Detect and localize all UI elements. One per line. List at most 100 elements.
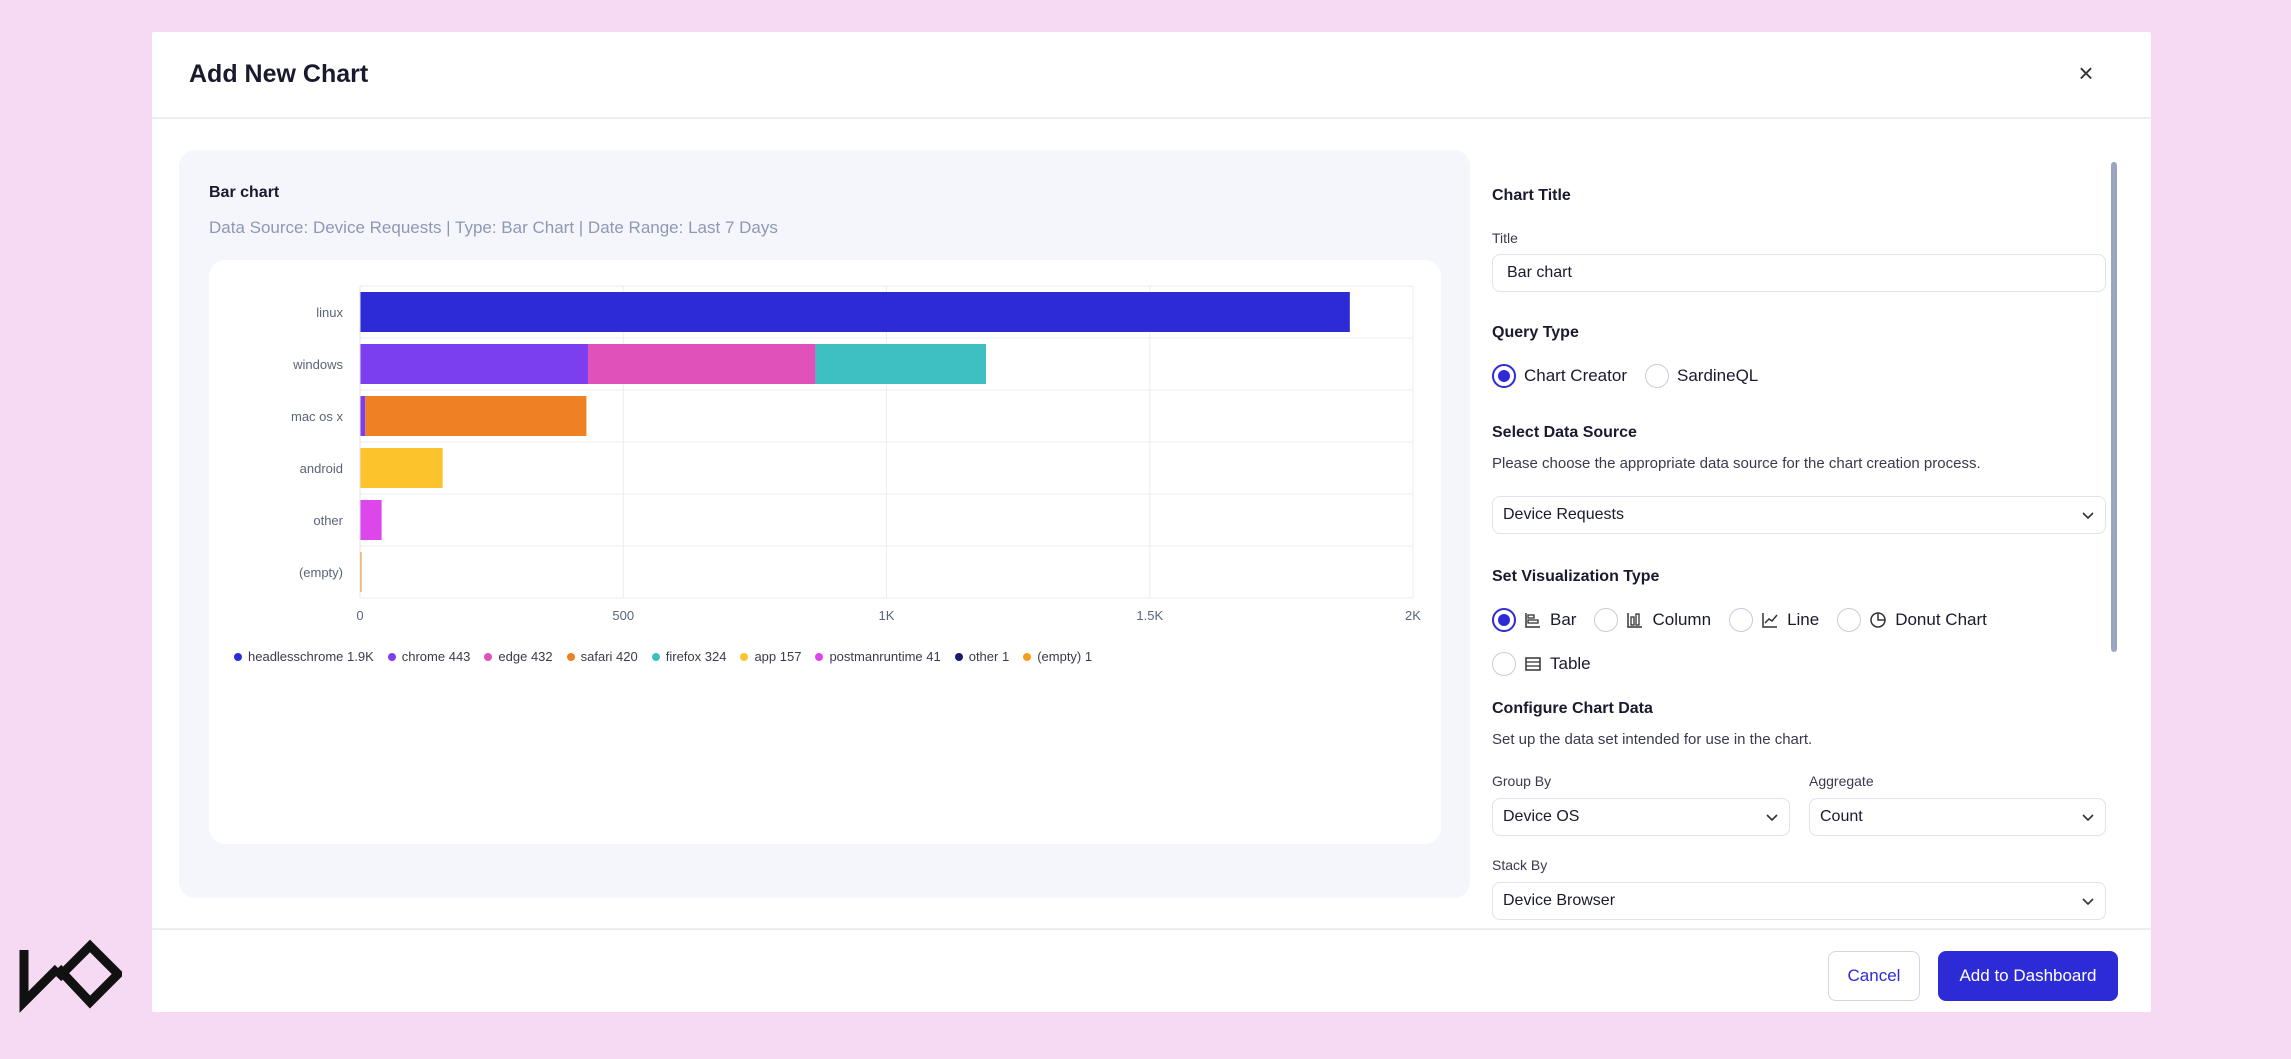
bar-segment [587,344,816,384]
legend-label: safari 420 [580,649,638,664]
close-icon[interactable]: × [2078,58,2094,88]
x-tick-label: 1K [879,608,895,623]
chart-title-section: Chart Title [1492,187,1571,204]
radio-label: Table [1550,654,1591,673]
radio-label: Line [1787,610,1820,629]
category-label: other [313,513,343,528]
legend-label: headlesschrome 1.9K [248,649,374,664]
form-scrollbar[interactable] [2111,162,2117,652]
x-tick-label: 500 [612,608,634,623]
bar-segment [365,396,587,436]
legend-label: postmanruntime 41 [829,649,941,664]
modal-title: Add New Chart [189,60,369,88]
bar-segment [360,292,1350,332]
legend-item[interactable]: chrome 443 [387,649,471,664]
chevron-down-icon [1766,814,1778,822]
legend-item[interactable]: other 1 [954,649,1010,664]
aggregate-select[interactable]: Count [1809,798,2106,836]
x-tick-label: 2K [1405,608,1421,623]
bar-segment [360,500,382,540]
chart-legend: headlesschrome 1.9K chrome 443 edge 432 saf… [234,649,1092,664]
viz-type-bar[interactable]: Bar [1492,608,1576,632]
legend-label: (empty) 1 [1037,649,1093,664]
viz-type-donut[interactable]: Donut Chart [1837,608,1987,632]
radio-empty-icon [1492,652,1516,676]
configure-help: Set up the data set intended for use in … [1492,731,1813,748]
aggregate-label: Aggregate [1809,773,1874,789]
query-type-chart-creator[interactable]: Chart Creator [1492,364,1627,388]
legend-item[interactable]: headlesschrome 1.9K [234,649,374,664]
add-chart-modal: Add New Chart × Bar chart Data Source: D… [152,32,2151,1012]
legend-item[interactable]: (empty) 1 [1023,649,1092,664]
query-type-section: Query Type [1492,324,1579,341]
legend-dot-icon [1023,652,1032,661]
radio-empty-icon [1644,364,1669,388]
data-source-select[interactable]: Device Requests [1492,496,2106,534]
x-tick-label: 0 [356,608,363,623]
chevron-down-icon [2082,898,2094,906]
bar-segment [360,396,366,436]
radio-empty-icon [1729,608,1754,632]
chevron-down-icon [2082,814,2094,822]
legend-label: edge 432 [498,649,553,664]
category-label: mac os x [291,409,344,424]
modal-footer: Cancel Add to Dashboard [152,928,2151,1012]
column-chart-icon [1627,613,1643,628]
bar-segment [360,344,588,384]
preview-title: Bar chart [209,184,280,201]
app-logo-icon [19,939,122,1013]
title-label: Title [1492,230,1518,246]
bar-segment [815,344,987,384]
viz-type-radios-row2: Table [1492,652,1609,676]
viz-type-section: Set Visualization Type [1492,568,1660,585]
data-source-value: Device Requests [1503,506,1624,523]
radio-selected-icon [1492,364,1516,388]
legend-item[interactable]: app 157 [740,649,801,664]
modal-header: Add New Chart × [152,32,2151,119]
legend-label: chrome 443 [401,649,471,664]
chart-preview-panel: Bar chart Data Source: Device Requests |… [179,150,1470,898]
query-type-radios: Chart Creator SardineQL [1492,364,1776,388]
viz-type-line[interactable]: Line [1729,608,1819,632]
preview-subtitle: Data Source: Device Requests | Type: Bar… [209,218,778,237]
stack-by-select[interactable]: Device Browser [1492,882,2106,920]
viz-type-table[interactable]: Table [1492,652,1591,676]
x-tick-label: 1.5K [1136,608,1163,623]
table-icon [1525,657,1541,671]
configure-section: Configure Chart Data [1492,700,1653,717]
bar-segment [360,448,443,488]
title-input[interactable] [1492,254,2106,292]
radio-label: SardineQL [1676,366,1759,385]
group-by-label: Group By [1492,773,1552,789]
cancel-button[interactable]: Cancel [1828,951,1920,1001]
category-label: android [300,461,343,476]
radio-label: Chart Creator [1524,366,1627,385]
data-source-section: Select Data Source [1492,424,1637,441]
line-chart-icon [1762,613,1778,628]
legend-item[interactable]: safari 420 [566,649,638,664]
bar-chart: 0 500 1K 1.5K 2K linux windows mac os x android o… [291,285,1421,623]
radio-label: Bar [1550,610,1577,629]
legend-dot-icon [651,652,660,661]
legend-item[interactable]: firefox 324 [651,649,727,664]
radio-selected-icon [1492,608,1516,632]
chevron-down-icon [2082,512,2094,520]
group-by-value: Device OS [1503,808,1580,825]
viz-type-column[interactable]: Column [1594,608,1711,632]
radio-label: Column [1652,610,1712,629]
legend-dot-icon [234,652,242,661]
bar-segment [360,552,362,592]
legend-label: other 1 [968,649,1010,664]
legend-dot-icon [815,652,824,661]
group-by-select[interactable]: Device OS [1492,798,1790,836]
legend-dot-icon [740,652,749,661]
add-to-dashboard-button[interactable]: Add to Dashboard [1938,951,2118,1001]
legend-item[interactable]: postmanruntime 41 [815,649,941,664]
legend-dot-icon [387,652,396,661]
legend-item[interactable]: edge 432 [484,649,553,664]
legend-label: firefox 324 [665,649,727,664]
donut-chart-icon [1870,612,1886,628]
query-type-sardineql[interactable]: SardineQL [1644,364,1759,388]
category-label: windows [292,357,343,372]
legend-dot-icon [566,652,575,661]
